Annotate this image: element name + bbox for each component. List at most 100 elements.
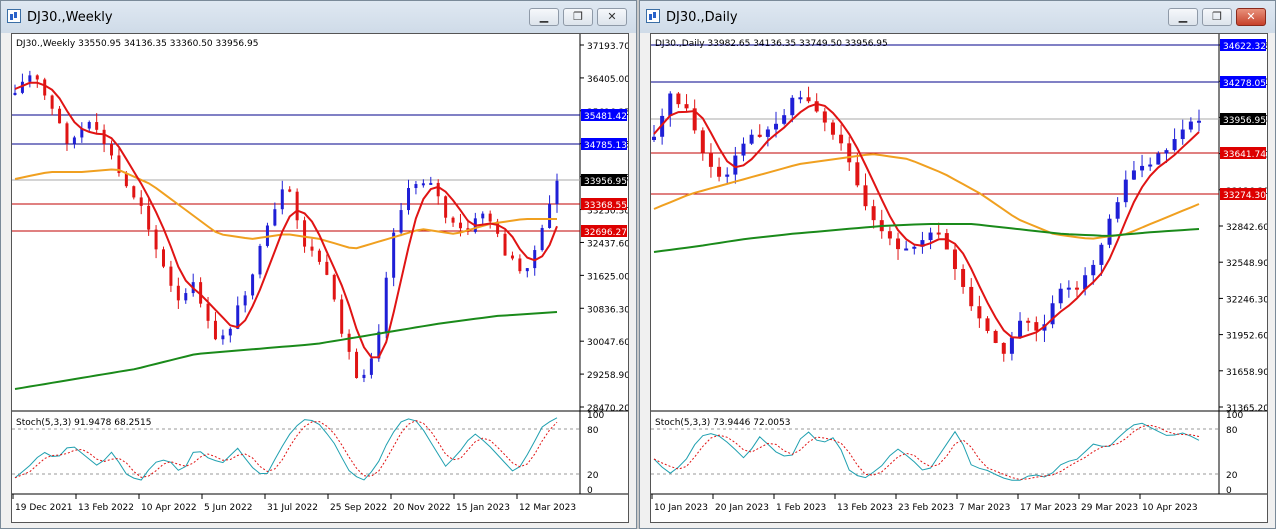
- candle-body: [147, 205, 151, 230]
- candle-body: [790, 97, 795, 116]
- restore-icon: ❐: [573, 10, 583, 23]
- time-label: 15 Jan 2023: [456, 503, 510, 513]
- candle-body: [969, 286, 974, 307]
- weekly-title-bar[interactable]: DJ30.,Weekly ▁ ❐ ✕: [1, 1, 636, 33]
- candle-body: [1050, 303, 1055, 325]
- candle-body: [1140, 165, 1145, 171]
- daily-chart-svg[interactable]: 34320.2534026.3033732.6033438.9033136.30…: [651, 34, 1267, 522]
- candle-body: [228, 328, 232, 336]
- candle-body: [806, 97, 811, 102]
- close-icon: ✕: [607, 10, 617, 23]
- close-button[interactable]: ✕: [1236, 8, 1266, 26]
- level-label: 32696.27: [584, 228, 627, 238]
- level-label: 33274.30: [1223, 191, 1266, 201]
- restore-button[interactable]: ❐: [1202, 8, 1232, 26]
- candle-body: [332, 274, 336, 300]
- level-label-box: [1220, 188, 1266, 200]
- candle-body: [199, 282, 203, 304]
- time-label: 10 Jan 2023: [654, 503, 708, 513]
- candle-body: [757, 134, 762, 137]
- candle-body: [13, 92, 17, 95]
- daily-title-bar[interactable]: DJ30.,Daily ▁ ❐ ✕: [640, 1, 1275, 33]
- stoch-label: Stoch(5,3,3) 73.9446 72.0053: [655, 418, 790, 428]
- candle-body: [95, 122, 99, 130]
- candle-body: [451, 217, 455, 223]
- candle-body: [952, 249, 957, 270]
- candle-body: [1180, 129, 1185, 140]
- price-tick-label: 30047.60: [587, 338, 628, 348]
- candle-body: [741, 143, 746, 156]
- candle-body: [518, 258, 522, 272]
- minimize-icon: ▁: [1178, 10, 1188, 23]
- level-label-box: [581, 174, 627, 186]
- candle-body: [273, 209, 277, 226]
- level-label-box: [581, 198, 627, 210]
- level-label-box: [1220, 113, 1266, 125]
- candle-body: [72, 137, 76, 144]
- candle-body: [822, 111, 827, 123]
- level-label: 33368.55: [584, 201, 627, 211]
- weekly-chart-svg[interactable]: 37193.7036405.0035616.3534827.6534038.95…: [12, 34, 628, 522]
- time-label: 13 Feb 2023: [837, 503, 893, 513]
- candle-body: [139, 197, 143, 206]
- candle-body: [43, 79, 47, 96]
- time-label: 17 Mar 2023: [1020, 503, 1077, 513]
- candle-body: [985, 318, 990, 331]
- candle-body: [548, 204, 552, 228]
- candle-body: [782, 115, 787, 124]
- time-label: 25 Sep 2022: [330, 503, 387, 513]
- level-label: 34278.05: [1223, 79, 1266, 89]
- candle-body: [798, 97, 803, 100]
- price-tick-label: 30836.30: [587, 305, 628, 315]
- level-label-box: [1220, 147, 1266, 159]
- candle-body: [1197, 120, 1201, 123]
- price-tick-label: 32548.90: [1226, 259, 1267, 269]
- minimize-button[interactable]: ▁: [1168, 8, 1198, 26]
- candle-body: [839, 134, 844, 144]
- candle-body: [692, 108, 697, 131]
- candle-body: [421, 183, 425, 186]
- candle-body: [1009, 337, 1014, 354]
- level-label: 33956.95: [1223, 116, 1266, 126]
- candle-body: [1172, 139, 1177, 151]
- weekly-chart-window[interactable]: DJ30.,Weekly ▁ ❐ ✕ 37193.7036405.0035616…: [0, 0, 637, 529]
- candle-body: [80, 128, 84, 138]
- price-tick-label: 31658.90: [1226, 368, 1267, 378]
- candle-body: [429, 182, 433, 185]
- minimize-button[interactable]: ▁: [529, 8, 559, 26]
- candle-body: [317, 250, 321, 262]
- minimize-icon: ▁: [539, 10, 549, 23]
- level-label: 33956.95: [584, 177, 627, 187]
- ma-green-line: [14, 311, 558, 390]
- candle-body: [887, 231, 892, 239]
- candle-body: [936, 232, 941, 235]
- time-label: 10 Apr 2022: [141, 503, 197, 513]
- daily-chart-area[interactable]: 34320.2534026.3033732.6033438.9033136.30…: [650, 33, 1268, 523]
- candle-body: [295, 191, 299, 221]
- candle-body: [369, 358, 373, 375]
- candle-body: [310, 246, 314, 251]
- weekly-chart-area[interactable]: 37193.7036405.0035616.3534827.6534038.95…: [11, 33, 629, 523]
- candle-body: [1018, 320, 1023, 338]
- candle-body: [774, 123, 779, 130]
- candle-body: [221, 335, 225, 340]
- candle-body: [920, 240, 925, 247]
- price-tick-label: 28470.20: [587, 404, 628, 414]
- daily-chart-window[interactable]: DJ30.,Daily ▁ ❐ ✕ 34320.2534026.3033732.…: [639, 0, 1276, 529]
- candle-body: [124, 173, 128, 187]
- candle-body: [503, 233, 507, 256]
- level-label: 34785.13: [584, 141, 627, 151]
- candle-body: [1099, 244, 1104, 265]
- time-label: 23 Feb 2023: [898, 503, 954, 513]
- stoch-label: Stoch(5,3,3) 91.9478 68.2515: [16, 418, 151, 428]
- restore-button[interactable]: ❐: [563, 8, 593, 26]
- candle-body: [896, 238, 901, 250]
- close-button[interactable]: ✕: [597, 8, 627, 26]
- stoch-signal-line: [14, 420, 558, 479]
- candle-body: [977, 306, 982, 319]
- time-label: 12 Mar 2023: [519, 503, 576, 513]
- candle-body: [717, 166, 722, 177]
- stoch-tick-label: 0: [1226, 486, 1232, 496]
- ma-orange-line: [14, 168, 557, 250]
- candle-body: [303, 220, 307, 247]
